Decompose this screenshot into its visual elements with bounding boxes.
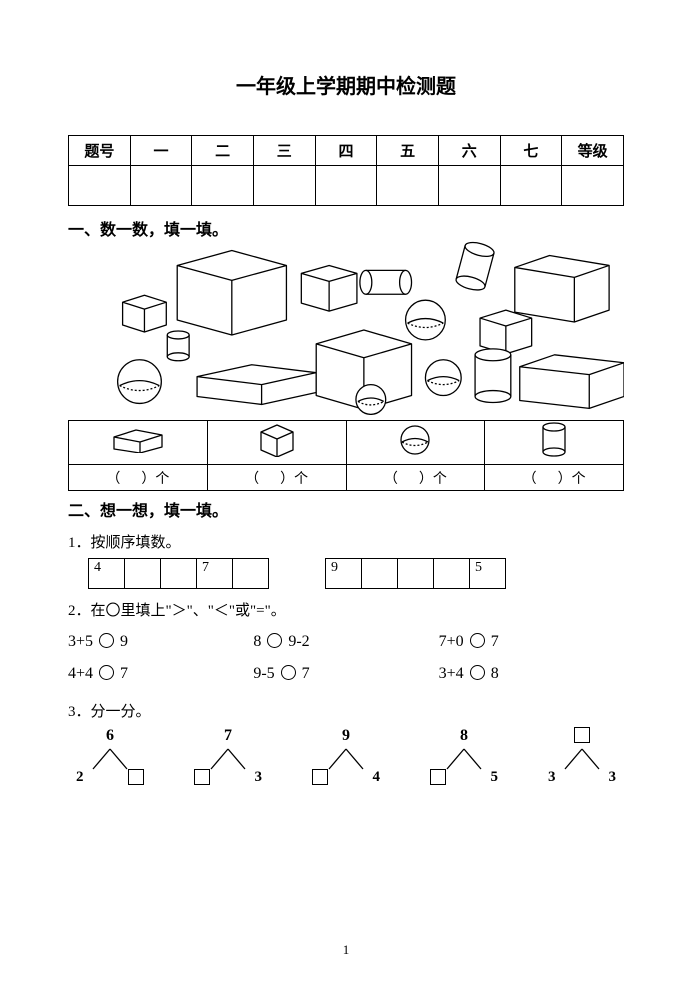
seqA-0: 4 — [89, 559, 125, 589]
seqA-1 — [125, 559, 161, 589]
score-h3: 三 — [253, 136, 315, 166]
count-lab-0: （ ）个 — [69, 465, 208, 491]
count-icon-sphere — [346, 421, 485, 465]
score-table: 题号 一 二 三 四 五 六 七 等级 — [68, 135, 624, 206]
split-3-top: 8 — [424, 727, 504, 747]
score-h1: 一 — [130, 136, 192, 166]
cmp-row-1: 4+4 7 9-5 7 3+4 8 — [68, 658, 624, 690]
count-lab-1: （ ）个 — [207, 465, 346, 491]
cmp-1-2: 3+4 8 — [439, 658, 624, 690]
count-table: （ ）个 （ ）个 （ ）个 （ ）个 — [68, 420, 624, 491]
branch-icon — [85, 747, 135, 771]
score-h8: 等级 — [562, 136, 624, 166]
count-icon-cuboid — [69, 421, 208, 465]
count-icon-cube — [207, 421, 346, 465]
page-title: 一年级上学期期中检测题 — [68, 70, 624, 99]
seq-row: 4 7 9 5 — [88, 558, 624, 589]
square-icon — [430, 769, 446, 785]
circle-icon — [267, 633, 282, 648]
seqB-4: 5 — [470, 559, 506, 589]
branch-icon — [439, 747, 489, 771]
split-0-l: 2 — [76, 769, 84, 788]
cmp-0-1: 8 9-2 — [253, 626, 438, 658]
page: 一年级上学期期中检测题 题号 一 二 三 四 五 六 七 等级 一、数一数，填一… — [0, 0, 692, 984]
seqA-4 — [233, 559, 269, 589]
circle-icon — [470, 665, 485, 680]
count-labels-row: （ ）个 （ ）个 （ ）个 （ ）个 — [69, 465, 624, 491]
split-4: 33 — [542, 727, 622, 788]
cmp-0-0: 3+5 9 — [68, 626, 253, 658]
seqA-2 — [161, 559, 197, 589]
score-h4: 四 — [315, 136, 377, 166]
q1-label: 1．按顺序填数。 — [68, 531, 624, 552]
split-2-top: 9 — [306, 727, 386, 747]
score-h0: 题号 — [69, 136, 131, 166]
seq-b: 9 5 — [325, 558, 506, 589]
circle-icon — [470, 633, 485, 648]
section2-heading: 二、想一想，填一填。 — [68, 497, 624, 521]
branch-icon — [203, 747, 253, 771]
score-h6: 六 — [438, 136, 500, 166]
split-2: 9 4 — [306, 727, 386, 788]
page-number: 1 — [0, 942, 692, 958]
split-3-l — [430, 769, 446, 788]
section1-heading: 一、数一数，填一填。 — [68, 216, 624, 240]
score-h2: 二 — [192, 136, 254, 166]
score-blank-row — [69, 166, 624, 206]
split-4-l: 3 — [548, 769, 556, 786]
score-h5: 五 — [377, 136, 439, 166]
seqB-0: 9 — [326, 559, 362, 589]
count-lab-3: （ ）个 — [485, 465, 624, 491]
score-h7: 七 — [500, 136, 562, 166]
score-header-row: 题号 一 二 三 四 五 六 七 等级 — [69, 136, 624, 166]
square-icon — [574, 727, 590, 743]
seqB-3 — [434, 559, 470, 589]
branch-icon — [321, 747, 371, 771]
split-row: 6 2 7 3 9 4 8 5 33 — [68, 727, 624, 788]
count-lab-2: （ ）个 — [346, 465, 485, 491]
seq-a: 4 7 — [88, 558, 269, 589]
split-2-r: 4 — [373, 769, 381, 788]
seqB-1 — [362, 559, 398, 589]
q2-label: 2．在〇里填上"＞"、"＜"或"="。 — [68, 599, 624, 620]
split-2-l — [312, 769, 328, 788]
seqA-3: 7 — [197, 559, 233, 589]
count-icons-row — [69, 421, 624, 465]
square-icon — [194, 769, 210, 785]
square-icon — [312, 769, 328, 785]
cmp-1-0: 4+4 7 — [68, 658, 253, 690]
circle-icon — [99, 633, 114, 648]
shapes-illustration — [68, 240, 624, 415]
split-0: 6 2 — [70, 727, 150, 788]
square-icon — [128, 769, 144, 785]
cmp-1-1: 9-5 7 — [253, 658, 438, 690]
split-1: 7 3 — [188, 727, 268, 788]
cmp-0-2: 7+0 7 — [439, 626, 624, 658]
split-0-top: 6 — [70, 727, 150, 747]
split-3: 8 5 — [424, 727, 504, 788]
split-3-r: 5 — [491, 769, 499, 788]
circle-icon — [281, 665, 296, 680]
split-1-l — [194, 769, 210, 788]
seqB-2 — [398, 559, 434, 589]
split-0-r — [128, 769, 144, 788]
split-1-r: 3 — [255, 769, 263, 788]
split-4-r: 3 — [609, 769, 617, 786]
compare-block: 3+5 9 8 9-2 7+0 7 4+4 7 9-5 7 3+4 8 — [68, 626, 624, 690]
split-1-top: 7 — [188, 727, 268, 747]
circle-icon — [99, 665, 114, 680]
split-4-top — [542, 727, 622, 747]
q3-label: 3．分一分。 — [68, 700, 624, 721]
branch-icon — [557, 747, 607, 771]
cmp-row-0: 3+5 9 8 9-2 7+0 7 — [68, 626, 624, 658]
count-icon-cylinder — [485, 421, 624, 465]
